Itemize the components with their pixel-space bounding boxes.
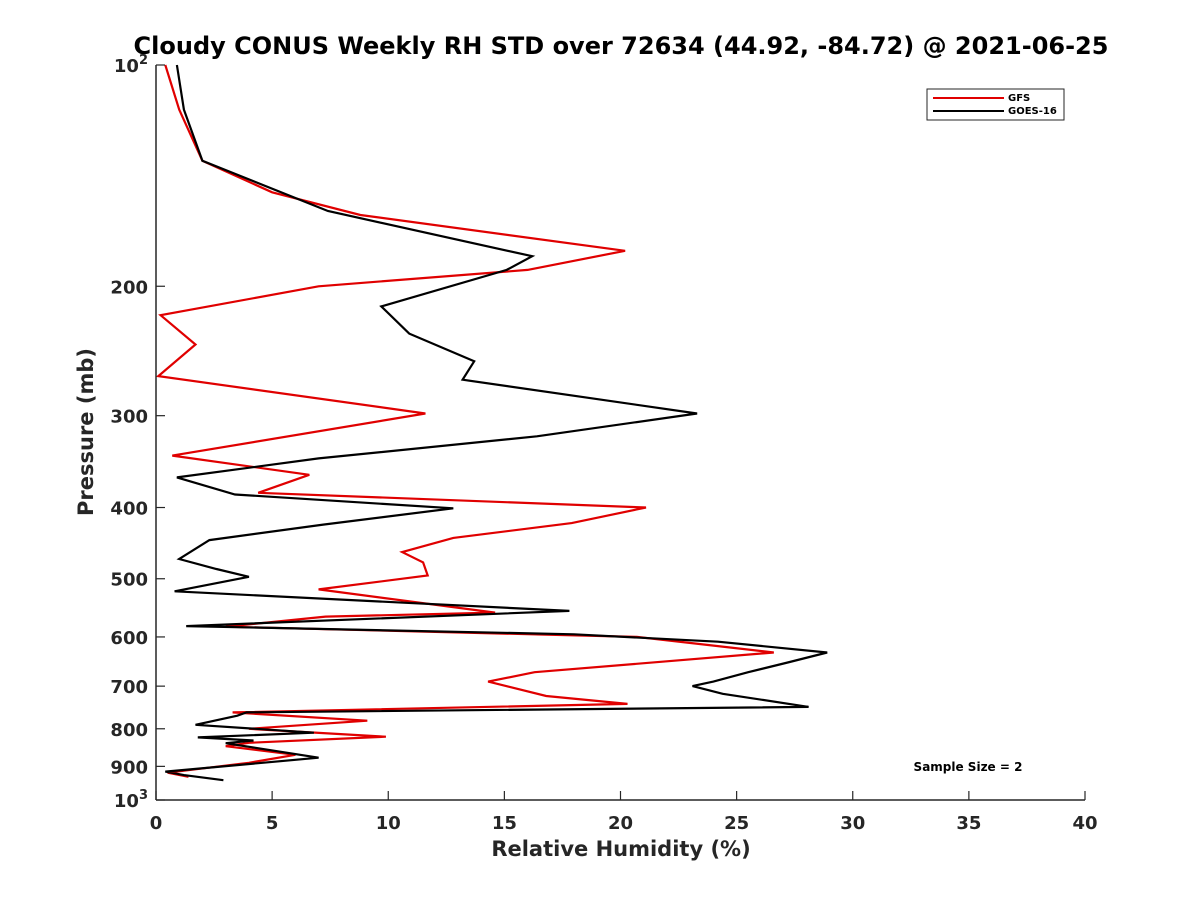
- plot-area: 0 5 10 15 20 25 30 35 40 10220030040050060070080…: [110, 53, 1097, 834]
- y-tick-label-exponent: 3: [139, 788, 148, 803]
- chart-title: Cloudy CONUS Weekly RH STD over 72634 (4…: [134, 32, 1109, 60]
- y-tick-label: 200: [110, 277, 148, 298]
- legend-label-gfs: GFS: [1008, 93, 1030, 104]
- sample-size-annotation: Sample Size = 2: [914, 760, 1023, 774]
- y-tick-label: 800: [110, 720, 148, 741]
- y-tick-label-base: 300: [110, 407, 148, 428]
- y-tick-label-base: 600: [110, 628, 148, 649]
- y-tick-label: 700: [110, 677, 148, 698]
- y-tick-label-base: 900: [110, 757, 148, 778]
- y-tick-label: 300: [110, 407, 148, 428]
- x-tick-label: 25: [724, 813, 749, 834]
- x-tick-label: 5: [266, 813, 279, 834]
- legend: GFS GOES-16: [926, 88, 1065, 121]
- y-tick-label: 102: [114, 53, 148, 77]
- y-tick-label-exponent: 2: [139, 53, 148, 68]
- y-tick-label-base: 200: [110, 277, 148, 298]
- x-tick-label: 20: [608, 813, 633, 834]
- series-line-gfs: [155, 64, 774, 778]
- y-axis-label: Pressure (mb): [74, 348, 98, 516]
- legend-box: [926, 88, 1065, 121]
- y-tick-label-base: 400: [110, 499, 148, 520]
- y-tick-label-base: 800: [110, 720, 148, 741]
- y-tick-label: 600: [110, 628, 148, 649]
- y-tick-label-base: 10: [114, 56, 139, 77]
- series-line-goes16: [165, 64, 828, 782]
- x-tick-label: 30: [840, 813, 865, 834]
- y-tick-label: 900: [110, 757, 148, 778]
- series-layer: [155, 64, 828, 782]
- y-tick-label: 400: [110, 499, 148, 520]
- x-ticks: 0 5 10 15 20 25 30 35 40: [150, 791, 1098, 834]
- x-tick-label: 10: [376, 813, 401, 834]
- x-tick-label: 15: [492, 813, 517, 834]
- x-tick-label: 0: [150, 813, 163, 834]
- x-tick-label: 35: [956, 813, 981, 834]
- legend-label-goes16: GOES-16: [1008, 106, 1057, 117]
- y-tick-label-base: 10: [114, 791, 139, 812]
- y-tick-label: 103: [114, 788, 148, 812]
- y-tick-label-base: 700: [110, 677, 148, 698]
- x-axis-label: Relative Humidity (%): [491, 837, 750, 861]
- x-tick-label: 40: [1072, 813, 1097, 834]
- y-tick-label: 500: [110, 570, 148, 591]
- y-tick-label-base: 500: [110, 570, 148, 591]
